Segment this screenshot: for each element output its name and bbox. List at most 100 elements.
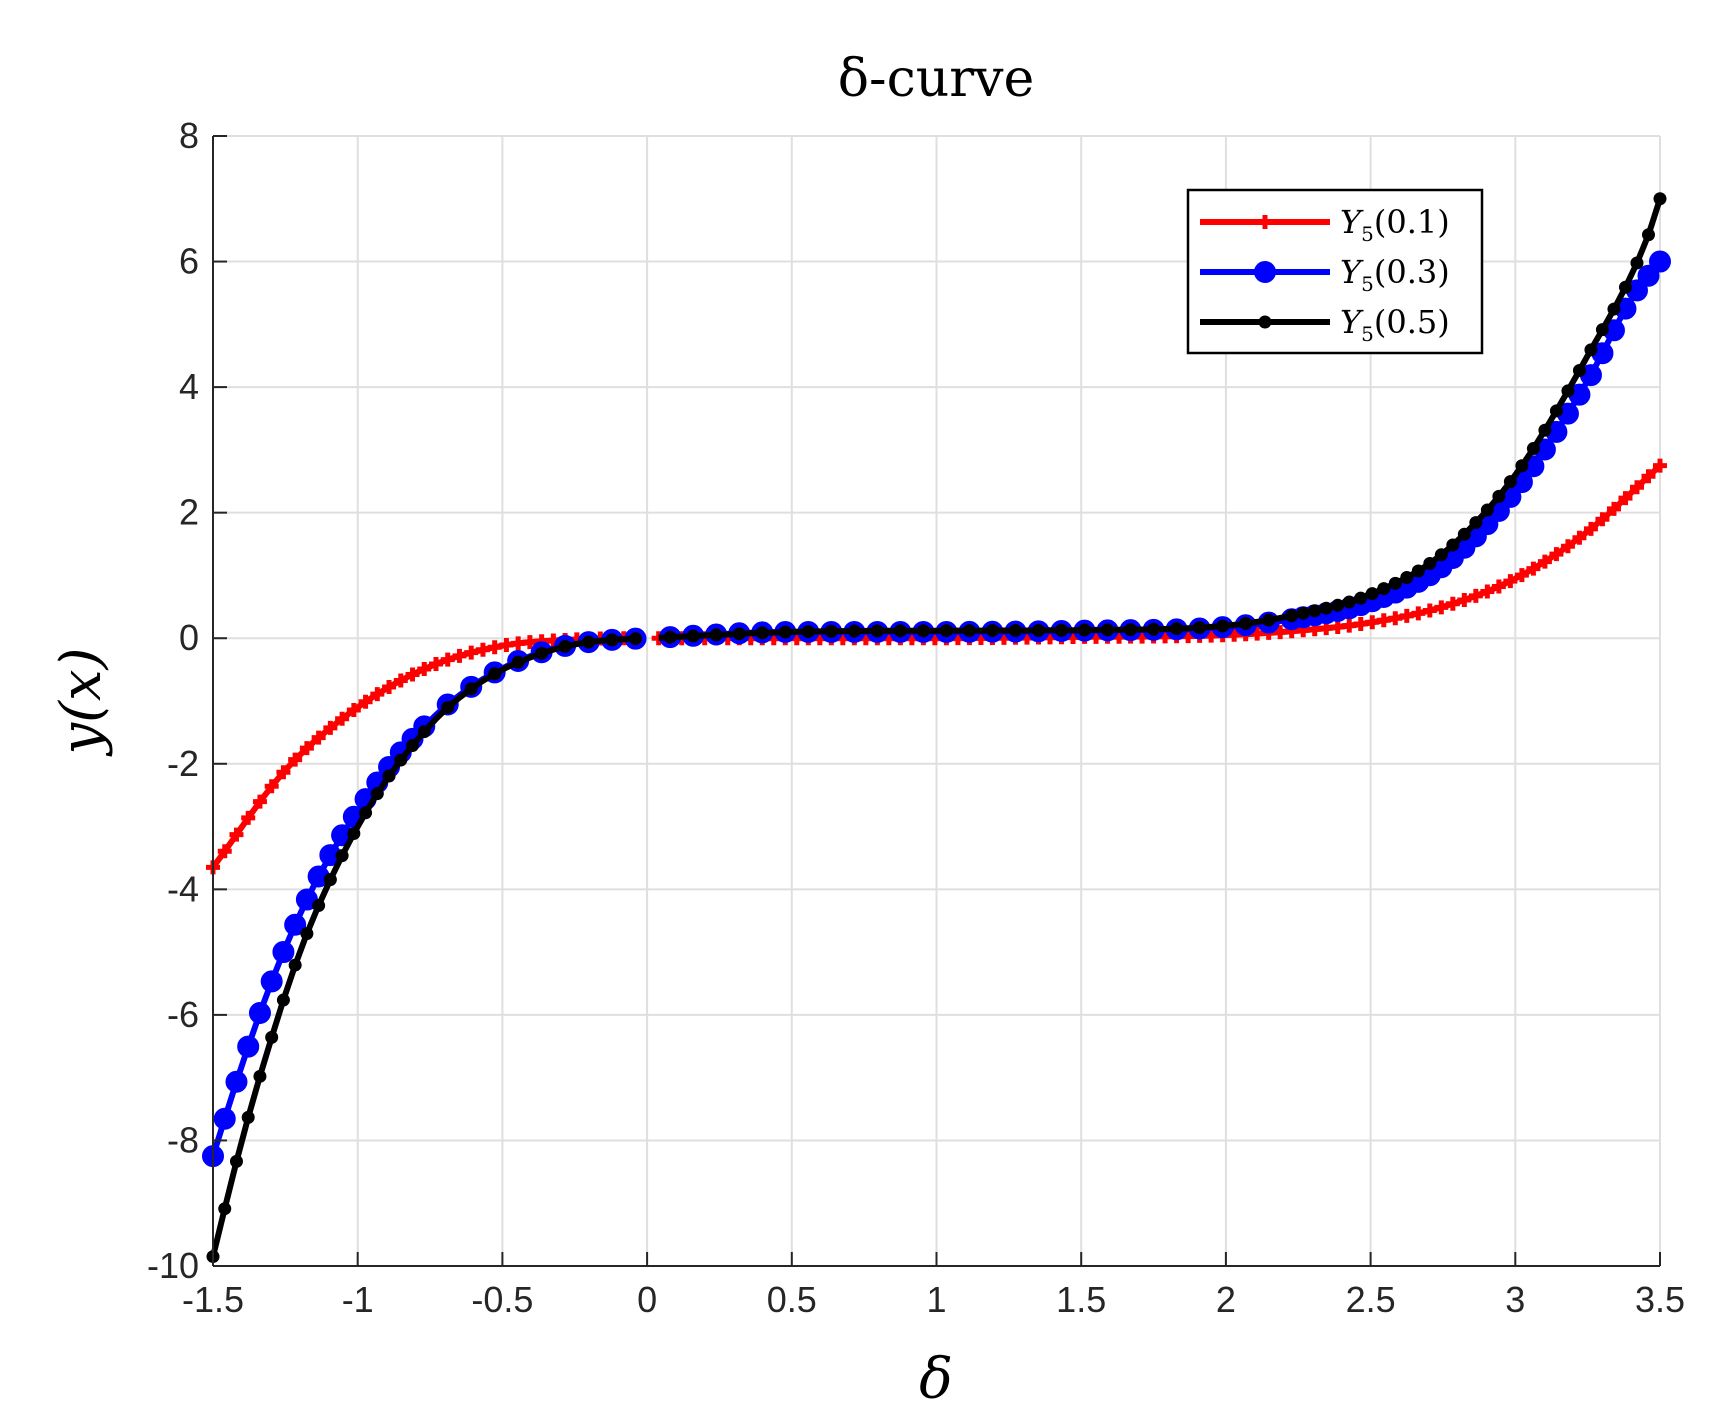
marker-Y501-116 bbox=[1560, 539, 1575, 554]
marker-Y505-18 bbox=[417, 725, 431, 739]
marker-Y505-101 bbox=[1388, 576, 1402, 590]
legend-label-main-1: Y bbox=[1340, 253, 1364, 291]
marker-Y505-100 bbox=[1377, 582, 1391, 596]
marker-Y505-16 bbox=[394, 753, 408, 767]
x-tick-label-10: 3.5 bbox=[1635, 1279, 1685, 1320]
marker-Y505-98 bbox=[1354, 591, 1368, 605]
marker-Y505-66 bbox=[985, 624, 999, 638]
marker-Y501-21 bbox=[452, 648, 467, 663]
marker-Y501-25 bbox=[499, 638, 514, 653]
marker-Y501-108 bbox=[1468, 588, 1483, 603]
marker-Y505-74 bbox=[1078, 623, 1092, 637]
marker-Y503-6 bbox=[272, 941, 295, 964]
marker-Y505-68 bbox=[1008, 623, 1022, 637]
x-tick-label-5: 1 bbox=[926, 1279, 946, 1320]
marker-Y501-124 bbox=[1653, 458, 1667, 473]
marker-Y505-6 bbox=[276, 993, 290, 1007]
marker-Y503-legend-1 bbox=[1254, 261, 1276, 283]
legend-label-arg-0: (0.1) bbox=[1374, 203, 1450, 241]
x-tick-label-2: -0.5 bbox=[471, 1279, 533, 1320]
marker-Y505-84 bbox=[1193, 621, 1207, 635]
marker-Y501-111 bbox=[1503, 574, 1518, 589]
legend-label-sub-1: 5 bbox=[1361, 272, 1374, 296]
marker-Y501-16 bbox=[393, 673, 408, 688]
marker-Y503-123 bbox=[1637, 264, 1660, 287]
marker-Y501-117 bbox=[1572, 530, 1587, 545]
marker-Y505-56 bbox=[870, 624, 884, 638]
marker-Y501-18 bbox=[417, 661, 432, 676]
marker-Y505-46 bbox=[755, 626, 769, 640]
marker-Y503-1 bbox=[213, 1107, 236, 1130]
marker-Y505-40 bbox=[686, 629, 700, 643]
marker-Y501-10 bbox=[323, 720, 338, 735]
x-axis-label: δ bbox=[919, 1347, 953, 1412]
marker-Y505-50 bbox=[801, 625, 815, 639]
legend-label-0: Y5(0.1) bbox=[1340, 203, 1450, 246]
x-tick-label-7: 2 bbox=[1216, 1279, 1236, 1320]
marker-Y503-4 bbox=[248, 1001, 271, 1024]
marker-Y501-15 bbox=[382, 679, 397, 694]
marker-Y501-24 bbox=[487, 640, 502, 655]
marker-Y505-2 bbox=[229, 1154, 243, 1168]
marker-Y501-107 bbox=[1457, 592, 1472, 607]
x-tick-label-8: 2.5 bbox=[1346, 1279, 1396, 1320]
marker-Y501-121 bbox=[1618, 491, 1633, 506]
marker-Y505-115 bbox=[1549, 404, 1563, 418]
marker-Y505-103 bbox=[1411, 564, 1425, 578]
marker-Y505-8 bbox=[300, 927, 314, 941]
marker-Y501-115 bbox=[1549, 547, 1564, 562]
marker-Y501-6 bbox=[276, 765, 291, 780]
marker-Y501-102 bbox=[1399, 608, 1414, 623]
marker-Y505-97 bbox=[1342, 595, 1356, 609]
marker-Y501-9 bbox=[311, 730, 326, 745]
marker-Y505-20 bbox=[441, 700, 455, 714]
marker-Y501-112 bbox=[1514, 568, 1529, 583]
marker-Y505-95 bbox=[1319, 601, 1333, 615]
marker-Y505-102 bbox=[1400, 571, 1414, 585]
marker-Y505-78 bbox=[1124, 623, 1138, 637]
marker-Y501-119 bbox=[1595, 512, 1610, 527]
legend-label-2: Y5(0.5) bbox=[1340, 303, 1450, 346]
marker-Y501-8 bbox=[299, 741, 314, 756]
marker-Y501-109 bbox=[1480, 584, 1495, 599]
marker-Y501-114 bbox=[1537, 554, 1552, 569]
marker-Y505-70 bbox=[1031, 623, 1045, 637]
marker-Y503-2 bbox=[225, 1070, 248, 1093]
marker-Y505-96 bbox=[1331, 598, 1345, 612]
marker-Y505-94 bbox=[1308, 604, 1322, 618]
marker-Y501-2 bbox=[229, 827, 244, 842]
marker-Y501-7 bbox=[288, 752, 303, 767]
marker-Y505-42 bbox=[709, 628, 723, 642]
marker-Y505-80 bbox=[1147, 622, 1161, 636]
marker-Y505-11 bbox=[335, 849, 349, 863]
x-tick-label-9: 3 bbox=[1505, 1279, 1525, 1320]
marker-Y505-119 bbox=[1595, 323, 1609, 337]
marker-Y505-4 bbox=[253, 1069, 267, 1083]
marker-Y505-36 bbox=[629, 632, 643, 646]
marker-Y505-113 bbox=[1526, 442, 1540, 456]
x-tick-label-1: -1 bbox=[342, 1279, 374, 1320]
marker-Y505-111 bbox=[1503, 475, 1517, 489]
y-tick-label-1: -8 bbox=[167, 1119, 199, 1160]
marker-Y505-52 bbox=[824, 624, 838, 638]
legend-label-arg-1: (0.3) bbox=[1374, 253, 1450, 291]
marker-Y501-11 bbox=[335, 711, 350, 726]
marker-Y505-58 bbox=[893, 624, 907, 638]
marker-Y503-5 bbox=[260, 970, 283, 993]
marker-Y501-26 bbox=[511, 636, 526, 651]
marker-Y505-90 bbox=[1262, 613, 1276, 627]
marker-Y501-110 bbox=[1491, 579, 1506, 594]
marker-Y505-109 bbox=[1480, 503, 1494, 517]
marker-Y501-105 bbox=[1434, 600, 1449, 615]
marker-Y501-122 bbox=[1629, 480, 1644, 495]
x-tick-label-4: 0.5 bbox=[767, 1279, 817, 1320]
x-tick-label-0: -1.5 bbox=[182, 1279, 244, 1320]
y-tick-label-2: -6 bbox=[167, 994, 199, 1035]
marker-Y501-1 bbox=[217, 844, 232, 859]
marker-Y505-88 bbox=[1239, 617, 1253, 631]
marker-Y505-118 bbox=[1584, 343, 1598, 357]
marker-Y501-19 bbox=[428, 657, 443, 672]
legend-label-sub-2: 5 bbox=[1361, 322, 1374, 346]
marker-Y505-110 bbox=[1492, 489, 1506, 503]
marker-Y501-20 bbox=[440, 652, 455, 667]
